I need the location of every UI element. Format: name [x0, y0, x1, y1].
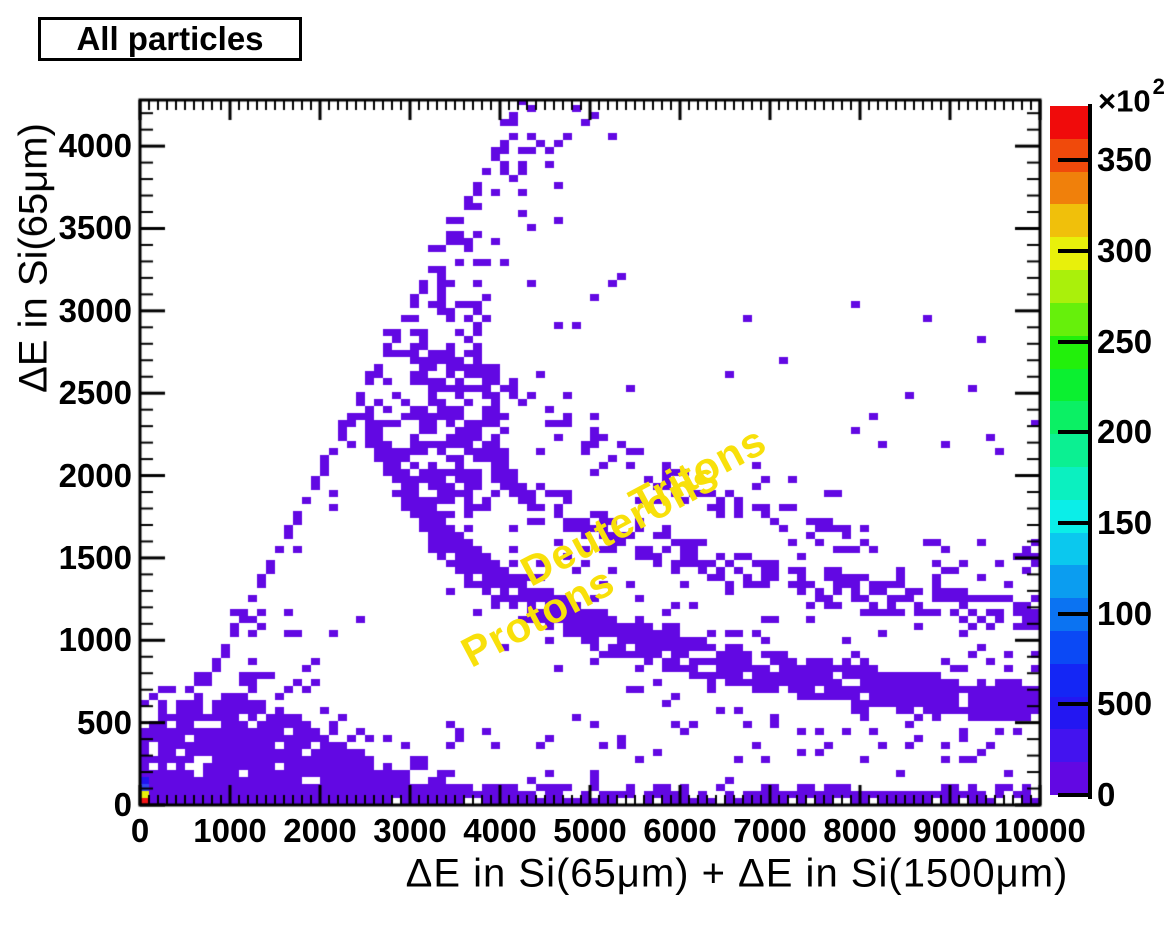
- x-tick-label: 4000: [463, 812, 537, 849]
- colorbar-gradient: [1050, 106, 1088, 796]
- colorbar-segment: [1050, 631, 1088, 664]
- colorbar-segment: [1050, 302, 1088, 336]
- colorbar-tick-label: 350: [1097, 141, 1153, 179]
- colorbar-segment: [1050, 663, 1088, 697]
- colorbar-tick: [1058, 702, 1092, 707]
- x-axis-title: ΔE in Si(65μm) + ΔE in Si(1500μm): [405, 851, 1069, 896]
- x-tick-label: 1000: [193, 812, 267, 849]
- colorbar-segment: [1050, 762, 1088, 796]
- colorbar-tick-label: 300: [1097, 232, 1153, 270]
- colorbar-tick: [1058, 249, 1092, 254]
- x-tick-label: 8000: [823, 812, 897, 849]
- y-tick-label: 2500: [58, 374, 132, 412]
- y-tick-label: 1000: [58, 621, 132, 659]
- colorbar-segment: [1050, 499, 1088, 533]
- x-tick-label: 2000: [283, 812, 357, 849]
- y-tick-label: 1500: [58, 538, 132, 576]
- colorbar-tick: [1058, 339, 1092, 344]
- colorbar-tick-label: 500: [1097, 685, 1153, 723]
- y-tick-label: 500: [76, 703, 132, 741]
- colorbar-tick: [1058, 521, 1092, 526]
- y-tick-label: 0: [113, 786, 132, 823]
- colorbar-tick-label: 150: [1097, 504, 1153, 542]
- colorbar-segment: [1050, 565, 1088, 599]
- x-tick-label: 3000: [373, 812, 447, 849]
- y-axis-title: ΔE in Si(65μm): [11, 123, 56, 393]
- colorbar-segment: [1050, 401, 1088, 435]
- x-tick-label: 0: [130, 812, 150, 849]
- x-tick-label: 6000: [643, 812, 717, 849]
- colorbar-segment: [1050, 270, 1088, 303]
- x-tick-label: 10000: [994, 812, 1086, 849]
- colorbar-multiplier: ×102: [1098, 74, 1164, 119]
- colorbar-segment: [1050, 696, 1088, 730]
- colorbar-segment: [1050, 434, 1088, 467]
- colorbar-tick: [1058, 430, 1092, 435]
- y-tick-label: 3000: [58, 291, 132, 329]
- colorbar-segment: [1050, 171, 1088, 205]
- colorbar-segment: [1050, 368, 1088, 402]
- colorbar-segment: [1050, 466, 1088, 500]
- x-tick-label: 9000: [913, 812, 987, 849]
- colorbar-segment: [1050, 106, 1088, 139]
- colorbar-tick: [1058, 611, 1092, 616]
- y-tick-label: 4000: [58, 127, 132, 165]
- colorbar-segment: [1050, 138, 1088, 172]
- colorbar-multiplier-base: ×10: [1098, 83, 1151, 119]
- y-tick-label: 2000: [58, 456, 132, 494]
- x-tick-label: 7000: [733, 812, 807, 849]
- colorbar-segment: [1050, 532, 1088, 566]
- colorbar-tick-label: 0: [1097, 776, 1116, 813]
- plot-title: All particles: [76, 20, 264, 57]
- colorbar-segment: [1050, 729, 1088, 763]
- colorbar-segment: [1050, 237, 1088, 271]
- colorbar-tick: [1058, 793, 1092, 797]
- plot-title-box: All particles: [38, 17, 302, 61]
- colorbar-tick-label: 250: [1097, 322, 1153, 360]
- y-tick-label: 3500: [58, 209, 132, 247]
- colorbar-tick-label: 200: [1097, 413, 1153, 451]
- x-tick-label: 5000: [553, 812, 627, 849]
- colorbar-axis-line: [1088, 104, 1092, 799]
- colorbar-tick-label: 100: [1097, 594, 1153, 632]
- colorbar-tick: [1058, 158, 1092, 163]
- colorbar-segment: [1050, 204, 1088, 238]
- colorbar-multiplier-exponent: 2: [1152, 74, 1164, 99]
